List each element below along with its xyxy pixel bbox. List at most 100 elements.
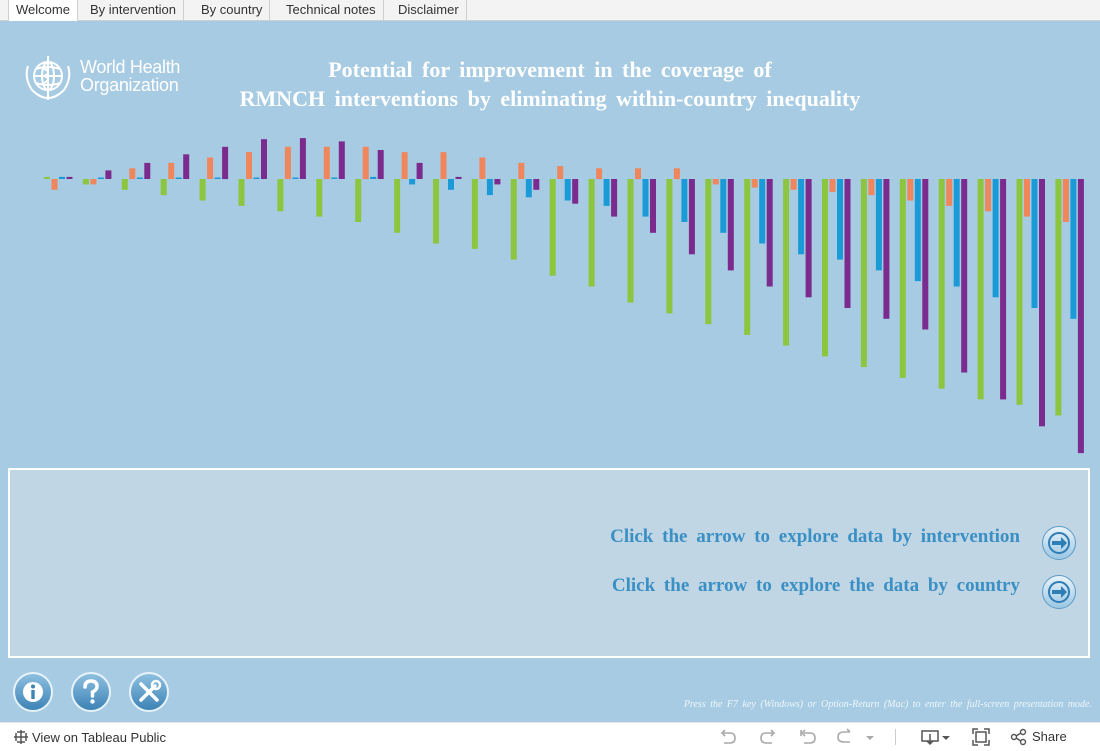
share-icon[interactable] xyxy=(1010,728,1028,746)
chart-bar xyxy=(261,139,267,179)
chart-bar xyxy=(253,177,260,179)
chart-bar xyxy=(222,146,229,180)
navigation-panel: Click the arrow to explore data by inter… xyxy=(8,468,1090,658)
chart-bar xyxy=(798,179,805,255)
chart-bar xyxy=(362,146,369,180)
chart-bar xyxy=(868,179,875,196)
chart-bar xyxy=(681,179,688,222)
chart-bar xyxy=(783,179,790,346)
chart-bar xyxy=(961,179,968,373)
tab-by-intervention[interactable]: By intervention xyxy=(83,0,184,20)
chart-bar xyxy=(316,179,323,217)
refresh-icon[interactable] xyxy=(834,728,854,746)
explore-country-arrow-button[interactable] xyxy=(1042,575,1076,609)
chart-bar xyxy=(370,176,377,179)
chart-bar xyxy=(105,170,112,179)
chart-bar xyxy=(409,179,416,185)
who-logo: World Health Organization xyxy=(20,52,190,102)
chart-bar xyxy=(207,157,214,179)
chart-bar xyxy=(433,179,439,244)
chart-bar xyxy=(790,179,797,190)
chart-bar xyxy=(323,146,330,180)
chart-bar xyxy=(59,176,65,179)
chart-bar xyxy=(160,179,167,196)
country-nav-text: Click the arrow to explore the data by c… xyxy=(611,575,1020,596)
chart-bar xyxy=(1039,179,1045,427)
chart-bar xyxy=(401,152,408,179)
chart-bar xyxy=(844,179,851,308)
chart-bar xyxy=(627,179,634,303)
chart-bar xyxy=(938,179,945,389)
who-emblem-icon xyxy=(25,56,71,100)
revert-icon[interactable] xyxy=(798,728,818,746)
chart-bar xyxy=(727,179,734,271)
chart-bar xyxy=(635,168,641,180)
chart-bar xyxy=(168,162,175,179)
download-icon[interactable] xyxy=(920,728,940,746)
chart-bar xyxy=(588,179,595,287)
chart-bar xyxy=(518,162,525,179)
chart-bar xyxy=(922,179,929,330)
chart-bar xyxy=(338,141,345,179)
chart-bar xyxy=(720,179,727,233)
chart-bar xyxy=(1070,179,1077,319)
chart-bar xyxy=(899,179,906,378)
chart-bar xyxy=(642,179,649,217)
chevron-down-icon[interactable] xyxy=(940,728,952,746)
chart-bar xyxy=(805,179,812,298)
chart-bar xyxy=(533,179,540,190)
chart-bar xyxy=(136,177,143,179)
tab-disclaimer[interactable]: Disclaimer xyxy=(391,0,467,20)
chart-bar xyxy=(284,146,291,180)
chart-bar xyxy=(238,179,245,206)
chart-bar xyxy=(416,162,423,179)
title-line-1: Potential for improvement in the coverag… xyxy=(328,57,772,82)
chart-bar xyxy=(751,179,758,188)
chart-bar xyxy=(596,168,603,180)
chart-bar xyxy=(394,179,401,233)
chart-bar xyxy=(992,179,999,298)
info-button[interactable] xyxy=(13,672,53,712)
chevron-down-icon[interactable] xyxy=(864,728,876,746)
explore-intervention-arrow-button[interactable] xyxy=(1042,526,1076,560)
redo-icon[interactable] xyxy=(758,728,778,746)
dashboard: World Health Organization Potential for … xyxy=(0,21,1100,722)
chart-bar xyxy=(907,179,914,201)
who-logo-text: World Health Organization xyxy=(80,58,180,94)
chart-bar xyxy=(455,176,462,179)
help-button[interactable] xyxy=(71,672,111,712)
chart-bar xyxy=(175,177,182,179)
tableau-logo-icon xyxy=(14,730,28,744)
chart-bar xyxy=(875,179,882,271)
chart-bar xyxy=(564,179,571,201)
chart-bar xyxy=(650,179,656,233)
chart-bar xyxy=(985,179,992,212)
chart-bar xyxy=(822,179,828,357)
chart-bar xyxy=(1077,179,1084,454)
arrow-right-icon xyxy=(1048,581,1070,603)
chart-bar xyxy=(129,168,136,180)
chart-bar xyxy=(759,179,766,244)
chart-bar xyxy=(214,177,221,179)
tab-by-country[interactable]: By country xyxy=(194,0,271,20)
tab-welcome[interactable]: Welcome xyxy=(8,0,78,21)
chart-bar xyxy=(572,179,579,204)
fullscreen-icon[interactable] xyxy=(971,728,991,746)
arrow-right-icon xyxy=(1048,532,1070,554)
tools-button[interactable] xyxy=(129,672,169,712)
chart-bar xyxy=(97,177,104,179)
chart-bar xyxy=(440,152,447,179)
chart-bar xyxy=(673,168,680,180)
page-title: Potential for improvement in the coverag… xyxy=(150,55,950,113)
chart-bar xyxy=(603,179,610,206)
view-on-tableau-link[interactable]: View on Tableau Public xyxy=(32,730,166,745)
chart-bar xyxy=(1024,179,1030,217)
bar-chart xyxy=(44,138,1084,454)
intervention-nav-text: Click the arrow to explore data by inter… xyxy=(610,526,1020,547)
chart-bar xyxy=(914,179,921,282)
undo-icon[interactable] xyxy=(718,728,738,746)
tab-technical-notes[interactable]: Technical notes xyxy=(279,0,384,20)
chart-bar xyxy=(837,179,843,260)
share-button[interactable]: Share xyxy=(1032,729,1067,744)
chart-bar xyxy=(744,179,751,335)
